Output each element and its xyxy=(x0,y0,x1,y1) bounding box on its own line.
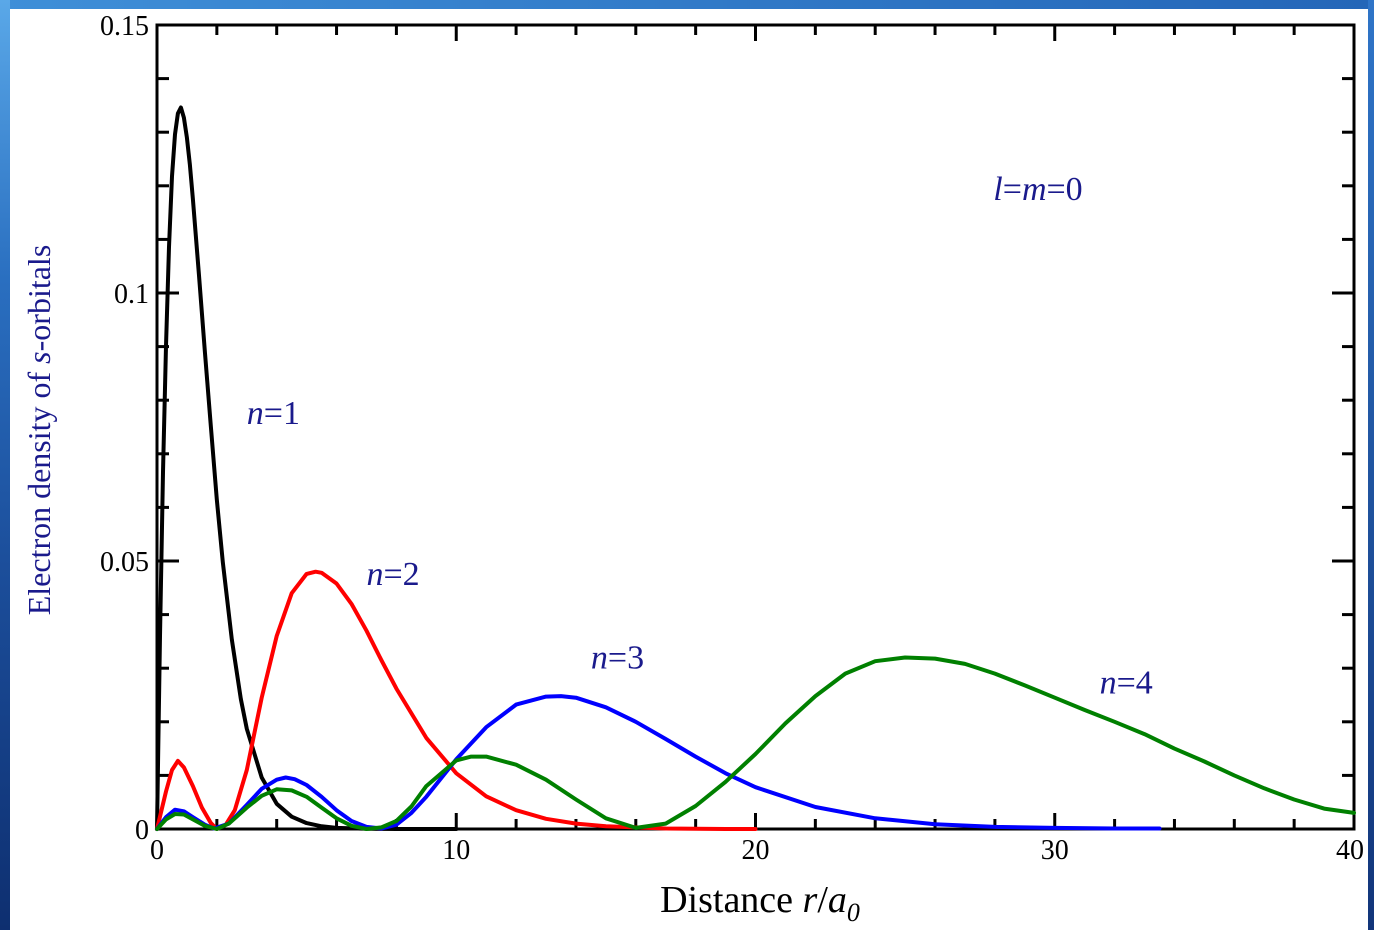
series-labels: n=1 n=2 n=3 n=4 xyxy=(247,395,1153,701)
series-label-n2: n=2 xyxy=(366,556,419,593)
series-line-n3 xyxy=(155,694,1162,831)
series-label-n3: n=3 xyxy=(591,639,644,676)
tick-labels: 0 10 20 30 40 0 0.05 0.1 0.15 xyxy=(100,11,1364,866)
slide-left-border xyxy=(0,0,10,930)
y-tick-label-0.15: 0.15 xyxy=(100,11,149,42)
quantum-numbers-annotation: l=m=0 xyxy=(993,171,1082,208)
ticks-group xyxy=(155,23,1356,831)
x-tick-label-10: 10 xyxy=(442,835,470,866)
series-label-n4: n=4 xyxy=(1100,665,1153,702)
series-label-n1: n=1 xyxy=(247,395,300,432)
x-tick-label-40: 40 xyxy=(1336,835,1364,866)
x-axis-label: Distance r/a0 xyxy=(660,879,860,927)
y-tick-label-0: 0 xyxy=(135,815,149,846)
plot-frame xyxy=(155,23,1356,831)
x-tick-label-0: 0 xyxy=(150,835,164,866)
series-line-n2 xyxy=(155,569,758,831)
y-tick-label-0.05: 0.05 xyxy=(100,547,149,578)
slide-right-border xyxy=(1368,0,1374,930)
series-line-n4 xyxy=(155,655,1356,831)
plot-frame-group xyxy=(155,23,1356,831)
slide-top-border xyxy=(0,0,1374,9)
y-tick-label-0.1: 0.1 xyxy=(114,279,149,310)
series-group xyxy=(155,105,1356,831)
x-tick-label-30: 30 xyxy=(1041,835,1069,866)
x-tick-label-20: 20 xyxy=(742,835,770,866)
series-line-n1 xyxy=(155,105,459,831)
y-axis-label: Electron density of s-orbitals xyxy=(21,245,57,616)
